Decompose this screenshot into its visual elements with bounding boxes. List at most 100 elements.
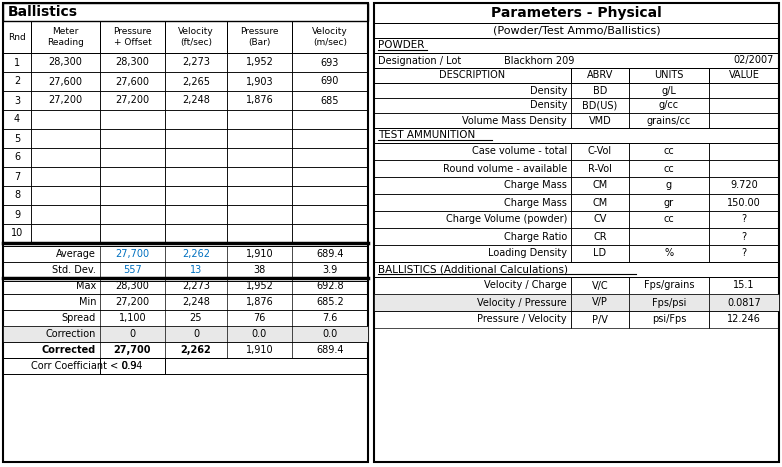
Text: 689.4: 689.4: [316, 345, 344, 355]
Text: 2,273: 2,273: [182, 281, 210, 291]
Bar: [292, 21, 368, 53]
Bar: [629, 98, 709, 113]
Text: Volume Mass Density: Volume Mass Density: [462, 115, 567, 126]
Bar: [227, 129, 292, 148]
Bar: [374, 228, 571, 245]
Text: Fps/psi: Fps/psi: [652, 297, 686, 307]
Bar: [709, 177, 779, 194]
Text: R-Vol: R-Vol: [588, 163, 612, 174]
Text: 10: 10: [11, 228, 23, 239]
Bar: [571, 277, 629, 294]
Bar: [709, 143, 779, 160]
Bar: [571, 83, 629, 98]
Text: 27,200: 27,200: [116, 95, 149, 106]
Bar: [709, 113, 779, 128]
Text: 2,262: 2,262: [181, 345, 211, 355]
Bar: [227, 53, 292, 72]
Bar: [165, 129, 227, 148]
Text: 4: 4: [14, 114, 20, 125]
Text: 0: 0: [130, 329, 135, 339]
Bar: [165, 186, 227, 205]
Bar: [709, 228, 779, 245]
Bar: [292, 110, 368, 129]
Bar: [629, 83, 709, 98]
Bar: [629, 245, 709, 262]
Bar: [709, 311, 779, 328]
Bar: [3, 186, 31, 205]
Bar: [374, 83, 571, 98]
Text: Min: Min: [78, 297, 96, 307]
Text: TEST AMMUNITION: TEST AMMUNITION: [378, 130, 475, 141]
Text: g/cc: g/cc: [659, 100, 679, 111]
Bar: [165, 91, 227, 110]
Bar: [3, 262, 368, 278]
Bar: [374, 38, 779, 53]
Bar: [629, 68, 709, 83]
Bar: [3, 91, 31, 110]
Text: cc: cc: [664, 147, 674, 156]
Text: VALUE: VALUE: [729, 71, 759, 80]
Bar: [374, 3, 779, 23]
Text: CM: CM: [593, 198, 608, 207]
Text: 9: 9: [14, 210, 20, 219]
Text: 1,952: 1,952: [246, 281, 274, 291]
Text: V/P: V/P: [592, 297, 608, 307]
Text: Designation / Lot: Designation / Lot: [378, 56, 461, 65]
Text: grains/cc: grains/cc: [647, 115, 691, 126]
Bar: [292, 72, 368, 91]
Text: 02/2007: 02/2007: [734, 56, 774, 65]
Text: 0: 0: [193, 329, 199, 339]
Bar: [571, 143, 629, 160]
Bar: [374, 143, 571, 160]
Text: 689.4: 689.4: [316, 249, 344, 259]
Text: 0.0: 0.0: [322, 329, 338, 339]
Bar: [227, 110, 292, 129]
Text: cc: cc: [664, 163, 674, 174]
Bar: [629, 194, 709, 211]
Bar: [629, 228, 709, 245]
Bar: [374, 262, 779, 277]
Text: Blackhorn 209: Blackhorn 209: [504, 56, 574, 65]
Bar: [31, 91, 100, 110]
Bar: [3, 148, 31, 167]
Bar: [571, 98, 629, 113]
Text: 27,200: 27,200: [116, 297, 149, 307]
Bar: [374, 53, 779, 68]
Bar: [31, 148, 100, 167]
Text: 27,600: 27,600: [116, 77, 149, 86]
Text: psi/Fps: psi/Fps: [652, 314, 686, 325]
Text: ?: ?: [741, 232, 747, 241]
Text: 2,248: 2,248: [182, 297, 210, 307]
Text: Meter
Reading: Meter Reading: [47, 27, 84, 47]
Text: 692.8: 692.8: [316, 281, 344, 291]
Bar: [3, 72, 31, 91]
Bar: [292, 91, 368, 110]
Text: CM: CM: [593, 181, 608, 191]
Text: Spread: Spread: [62, 313, 96, 323]
Bar: [31, 72, 100, 91]
Text: Charge Ratio: Charge Ratio: [504, 232, 567, 241]
Text: 0.0817: 0.0817: [727, 297, 761, 307]
Bar: [571, 68, 629, 83]
Bar: [3, 224, 31, 243]
Bar: [227, 186, 292, 205]
Bar: [571, 160, 629, 177]
Text: C-Vol: C-Vol: [588, 147, 612, 156]
Text: 3: 3: [14, 95, 20, 106]
Bar: [374, 23, 779, 38]
Text: Charge Volume (powder): Charge Volume (powder): [446, 214, 567, 225]
Text: ?: ?: [741, 214, 747, 225]
Bar: [571, 311, 629, 328]
Text: Pressure
+ Offset: Pressure + Offset: [113, 27, 152, 47]
Bar: [31, 205, 100, 224]
Text: Max: Max: [76, 281, 96, 291]
Text: 8: 8: [14, 191, 20, 200]
Text: 12.246: 12.246: [727, 314, 761, 325]
Text: 15.1: 15.1: [734, 281, 755, 290]
Bar: [100, 148, 165, 167]
Text: 27,200: 27,200: [48, 95, 83, 106]
Bar: [571, 113, 629, 128]
Text: BD: BD: [593, 85, 607, 95]
Bar: [227, 205, 292, 224]
Bar: [374, 211, 571, 228]
